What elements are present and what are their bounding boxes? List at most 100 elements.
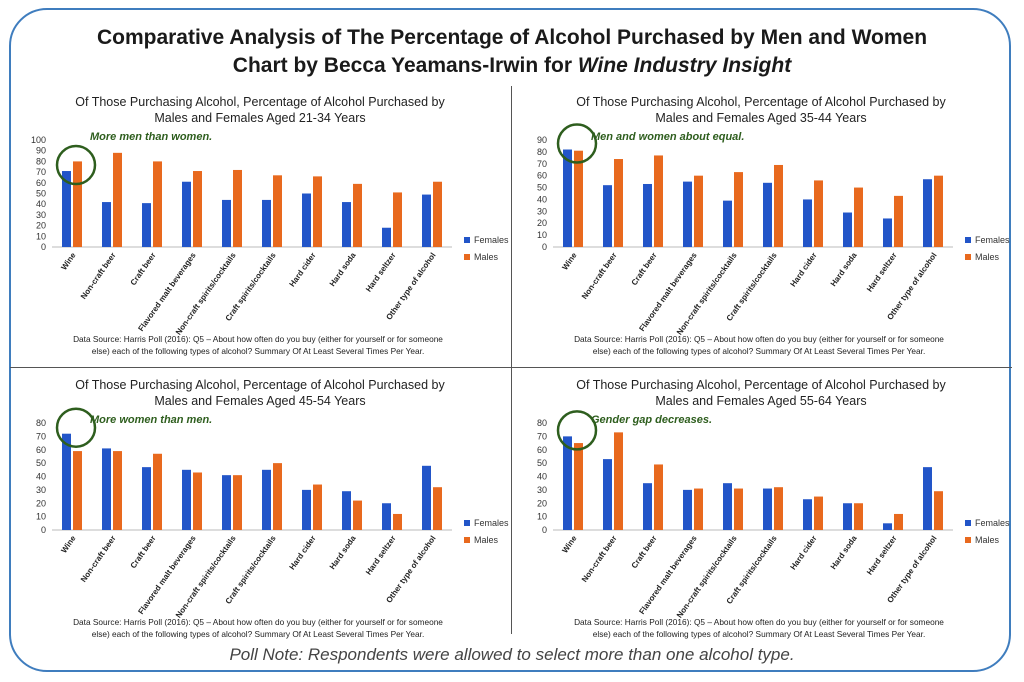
bar-males-0 (574, 150, 583, 247)
bar-females-9 (923, 467, 932, 530)
y-tick-label: 60 (36, 445, 46, 455)
rounded-frame (9, 8, 1011, 672)
chart-title-line2: Males and Females Aged 21-34 Years (154, 111, 365, 125)
bar-females-5 (262, 469, 271, 530)
bar-females-2 (142, 203, 151, 247)
data-source-line2: else) each of the following types of alc… (593, 629, 926, 639)
bar-males-6 (313, 176, 322, 247)
y-tick-label: 10 (537, 512, 547, 522)
annotation-text: Gender gap decreases. (591, 414, 712, 426)
x-tick-label: Hard seltzer (364, 534, 398, 577)
y-tick-label: 60 (537, 171, 547, 181)
legend-swatch-males (464, 537, 470, 543)
legend-label-females: Females (975, 518, 1010, 528)
bar-females-5 (262, 199, 271, 247)
x-tick-label: Hard seltzer (865, 534, 899, 577)
y-tick-label: 0 (542, 242, 547, 252)
x-tick-label: Non-craft beer (580, 251, 619, 301)
bar-males-2 (654, 464, 663, 530)
bar-females-7 (342, 202, 351, 247)
x-tick-label: Hard seltzer (364, 251, 398, 294)
y-tick-label: 50 (537, 183, 547, 193)
y-tick-label: 30 (36, 210, 46, 220)
chart-title-line2: Males and Females Aged 45-54 Years (154, 394, 365, 408)
x-tick-label: Hard soda (328, 534, 358, 572)
y-tick-label: 20 (537, 218, 547, 228)
bar-females-7 (843, 503, 852, 530)
bar-males-6 (814, 496, 823, 530)
x-tick-label: Wine (59, 251, 78, 272)
x-tick-label: Wine (560, 251, 579, 272)
bar-females-0 (62, 171, 71, 247)
chart-panel-21-34: Of Those Purchasing Alcohol, Percentage … (12, 90, 512, 365)
y-tick-label: 40 (36, 472, 46, 482)
bar-males-5 (273, 463, 282, 530)
x-tick-label: Hard seltzer (865, 251, 899, 294)
y-tick-label: 20 (36, 221, 46, 231)
y-tick-label: 0 (41, 242, 46, 252)
chart-panel-35-44: Of Those Purchasing Alcohol, Percentage … (513, 90, 1013, 365)
bar-females-8 (883, 523, 892, 530)
bar-females-3 (683, 489, 692, 530)
y-tick-label: 40 (537, 472, 547, 482)
legend-label-males: Males (975, 252, 1000, 262)
annotation-circle (556, 410, 598, 451)
bar-males-8 (393, 192, 402, 247)
y-tick-label: 70 (537, 431, 547, 441)
bar-males-5 (774, 487, 783, 530)
chart-title-line2: Males and Females Aged 55-64 Years (655, 394, 866, 408)
chart-panel-45-54: Of Those Purchasing Alcohol, Percentage … (12, 373, 512, 648)
legend-swatch-males (965, 537, 971, 543)
legend-label-females: Females (975, 235, 1010, 245)
bar-males-7 (854, 503, 863, 530)
bar-females-6 (302, 193, 311, 247)
bar-males-7 (353, 500, 362, 530)
x-tick-label: Non-craft beer (580, 534, 619, 584)
bar-males-9 (433, 487, 442, 530)
bar-males-7 (854, 187, 863, 247)
y-tick-label: 10 (36, 512, 46, 522)
chart-panel-55-64: Of Those Purchasing Alcohol, Percentage … (513, 373, 1013, 648)
main-title-prefix: Chart by Becca Yeamans-Irwin for (232, 54, 578, 77)
bar-males-2 (654, 155, 663, 247)
bar-males-1 (614, 432, 623, 530)
x-tick-label: Craft beer (630, 251, 659, 287)
bar-females-1 (603, 459, 612, 530)
bar-males-4 (233, 475, 242, 530)
bar-males-9 (934, 491, 943, 530)
annotation-text: More men than women. (90, 131, 212, 143)
main-title-publication: Wine Industry Insight (577, 54, 792, 77)
bar-females-9 (422, 194, 431, 247)
y-tick-label: 60 (537, 445, 547, 455)
legend-swatch-males (464, 254, 470, 260)
x-tick-label: Non-craft beer (79, 534, 118, 584)
bar-females-9 (422, 465, 431, 530)
data-source-line1: Data Source: Harris Poll (2016): Q5 – Ab… (73, 617, 443, 627)
bar-males-3 (193, 472, 202, 530)
x-tick-label: Hard cider (789, 251, 819, 289)
legend-label-females: Females (474, 518, 509, 528)
data-source-line2: else) each of the following types of alc… (92, 629, 425, 639)
annotation-circle (55, 144, 97, 186)
y-tick-label: 30 (36, 485, 46, 495)
bar-males-7 (353, 183, 362, 247)
bar-males-9 (934, 175, 943, 247)
chart-title-line2: Males and Females Aged 35-44 Years (655, 111, 866, 125)
data-source-line1: Data Source: Harris Poll (2016): Q5 – Ab… (574, 617, 944, 627)
bar-males-6 (313, 484, 322, 530)
y-tick-label: 50 (36, 458, 46, 468)
bar-males-9 (433, 181, 442, 247)
y-tick-label: 20 (537, 498, 547, 508)
chart-title-line1: Of Those Purchasing Alcohol, Percentage … (75, 95, 445, 109)
y-tick-label: 50 (36, 189, 46, 199)
bar-females-0 (62, 433, 71, 530)
bar-males-3 (193, 171, 202, 247)
bar-females-8 (382, 227, 391, 247)
bar-females-0 (563, 436, 572, 530)
legend-label-males: Males (474, 252, 499, 262)
bar-males-8 (894, 513, 903, 530)
x-tick-label: Hard cider (789, 534, 819, 572)
y-tick-label: 80 (537, 147, 547, 157)
bar-chart-21-34: Of Those Purchasing Alcohol, Percentage … (31, 95, 509, 356)
bar-females-2 (643, 183, 652, 247)
